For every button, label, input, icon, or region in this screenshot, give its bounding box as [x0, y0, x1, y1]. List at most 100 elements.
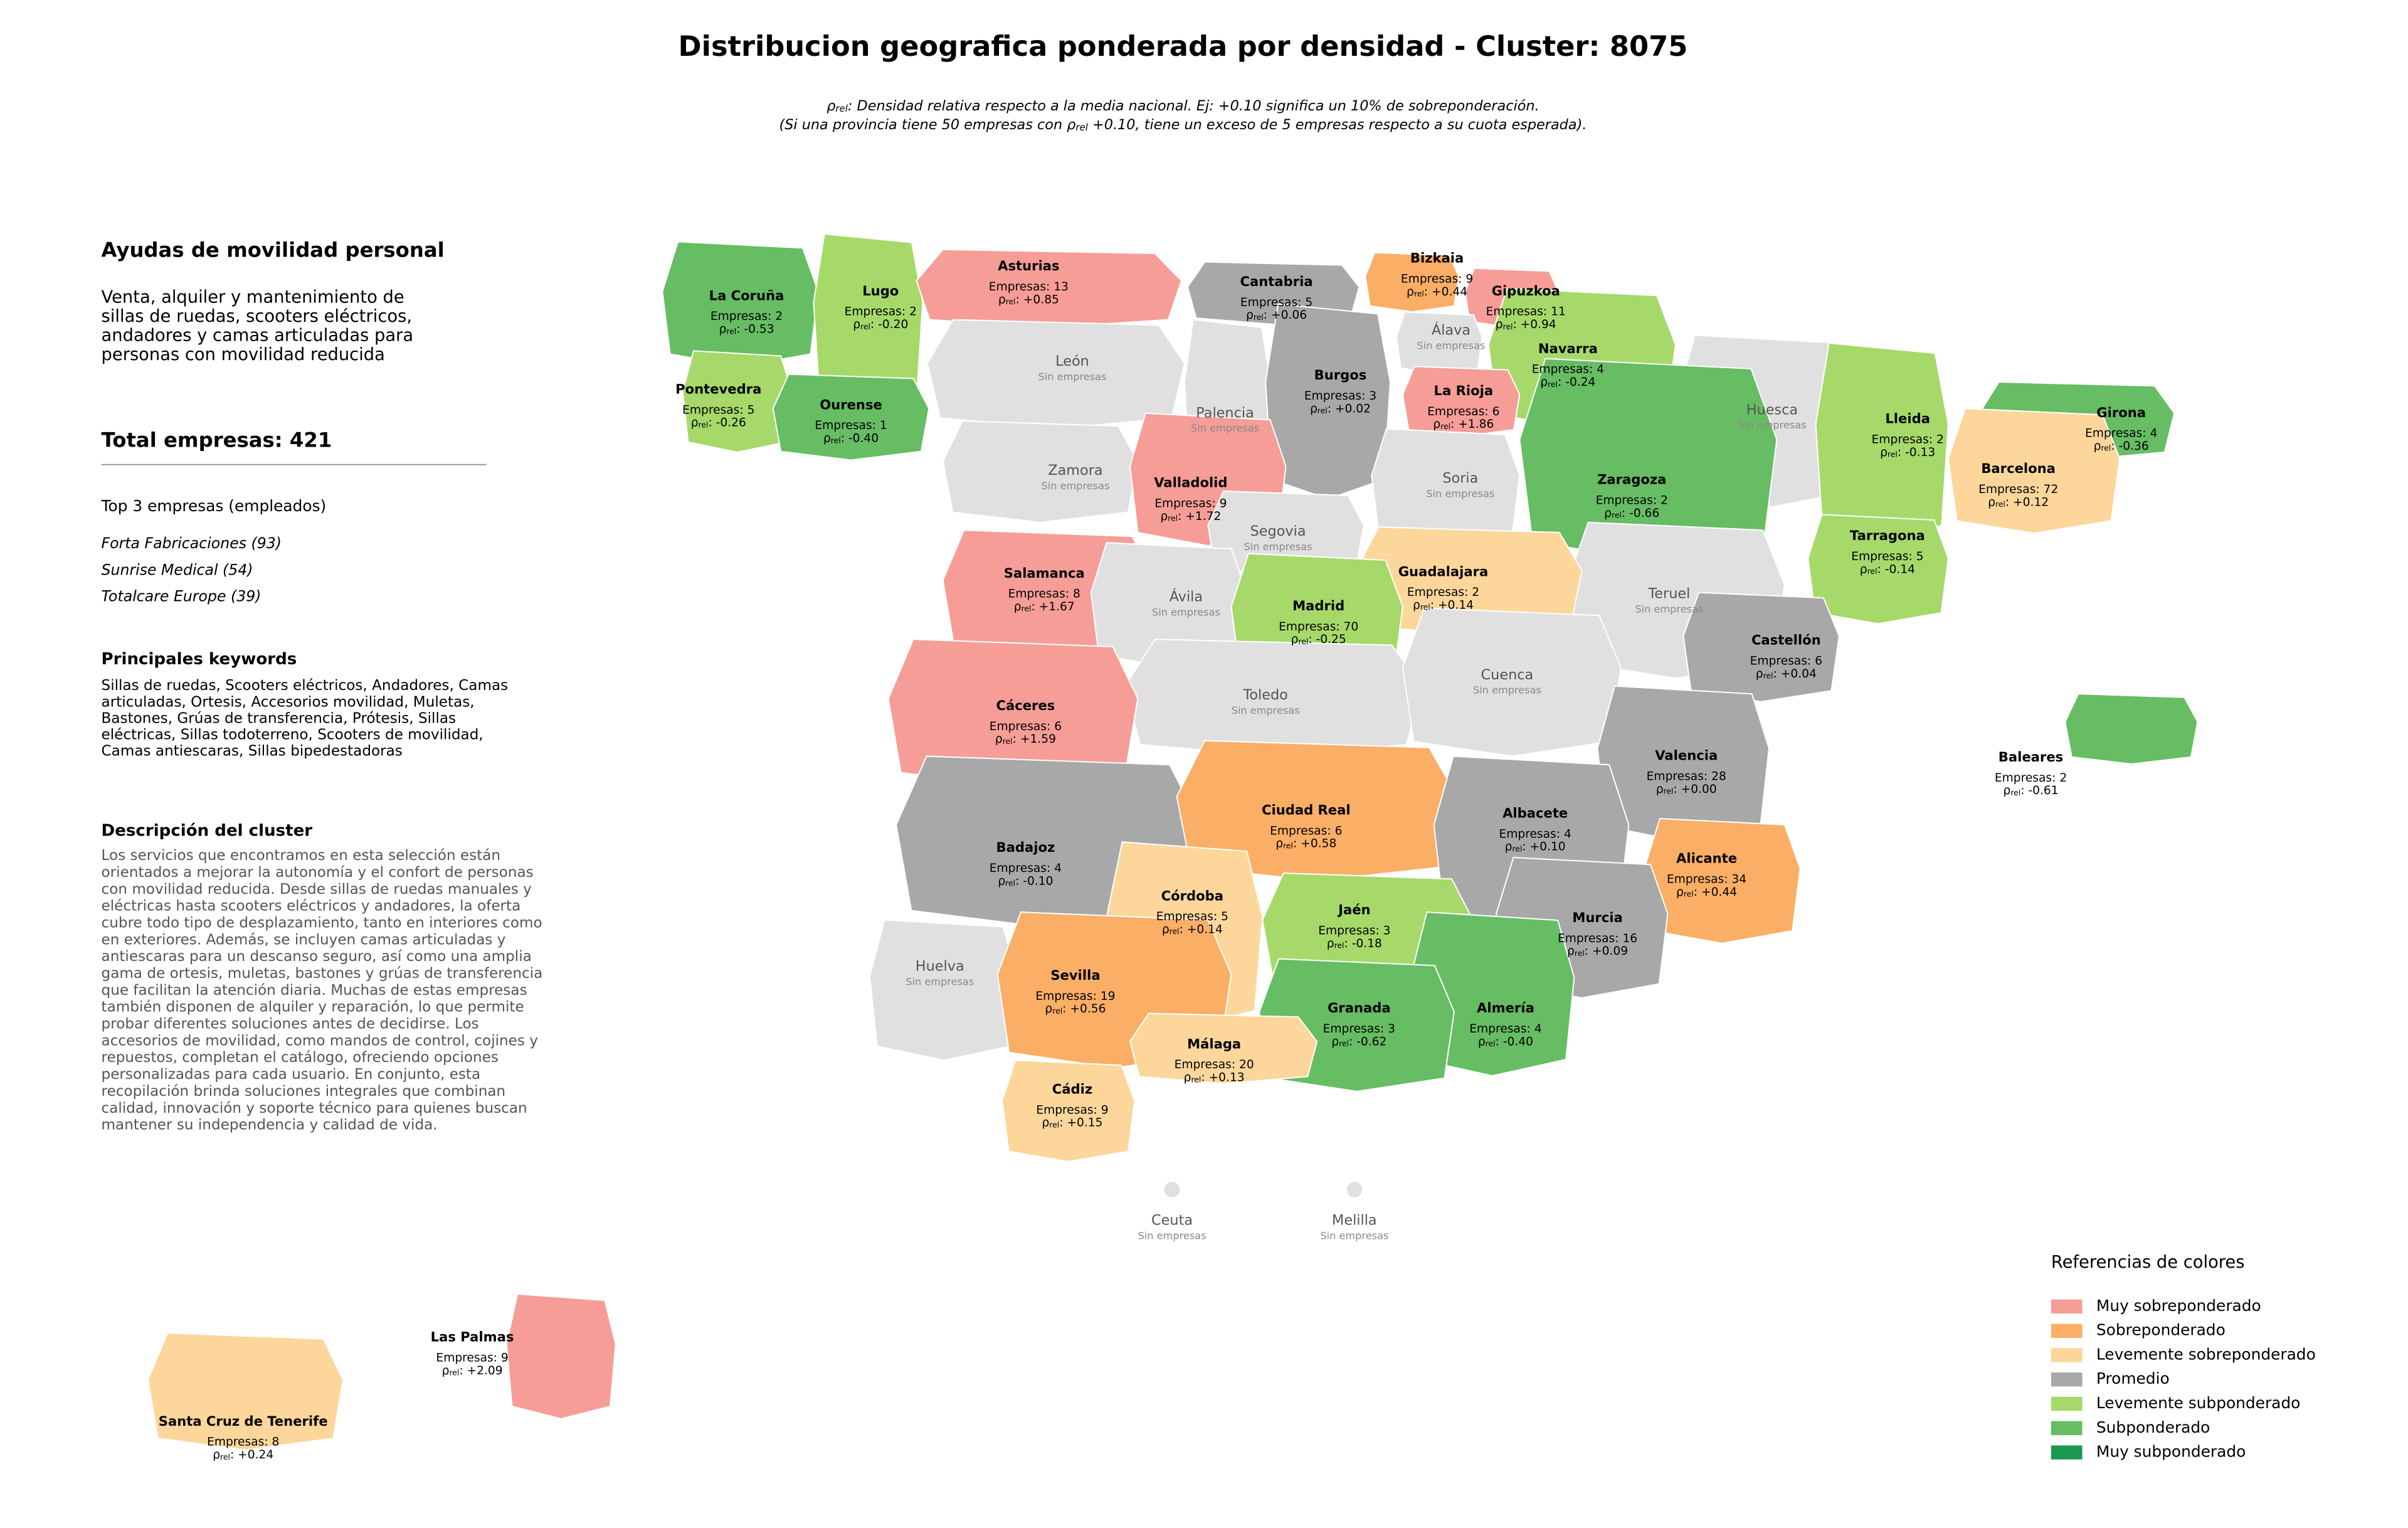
rho-sub: rel: [835, 103, 848, 114]
rho-sub: rel: [1867, 566, 1877, 576]
province-name: Sevilla: [1050, 967, 1100, 983]
province-name: Santa Cruz de Tenerife: [159, 1413, 328, 1429]
rho-sep: :: [1015, 874, 1023, 888]
rho-value: -0.36: [2119, 439, 2149, 452]
province-rho: ρrel: +0.00: [1656, 782, 1717, 795]
province: [1365, 252, 1460, 313]
province: [869, 919, 1019, 1061]
rho-value: +0.85: [1023, 293, 1059, 306]
rho-sub: rel: [1003, 736, 1013, 745]
province-status: Sin empresas: [1417, 339, 1485, 351]
rho-value: +0.94: [1521, 318, 1556, 331]
province-name: Asturias: [998, 258, 1059, 273]
rho-value: +1.86: [1458, 418, 1494, 431]
province-rho: ρrel: -0.24: [1540, 376, 1595, 389]
province-rho: ρrel: +1.67: [1014, 600, 1075, 613]
rho-sep: :: [1522, 840, 1529, 853]
province-status: Sin empresas: [1191, 422, 1259, 434]
rho-value: +0.24: [238, 1448, 273, 1462]
province: [772, 373, 930, 461]
province-status: Sin empresas: [1635, 603, 1703, 615]
rho-sub: rel: [1612, 510, 1622, 519]
rho-value: -0.66: [1629, 506, 1659, 519]
province-name: Ceuta: [1151, 1212, 1193, 1229]
legend-label: Sobreponderado: [2096, 1321, 2226, 1339]
rho: ρ: [1413, 598, 1420, 612]
legend-swatch: [2051, 1396, 2083, 1411]
description-line: antiescaras para un descanso seguro, así…: [102, 948, 532, 965]
description-line: orientados a mejorar la autonomía y el c…: [102, 864, 534, 881]
province-count: Empresas: 34: [1667, 873, 1746, 886]
rho-value: +0.56: [1070, 1002, 1106, 1016]
rho-sep: :: [1293, 837, 1301, 850]
province-name: Badajoz: [996, 839, 1055, 855]
province: [942, 420, 1139, 523]
rho-sep: :: [1344, 936, 1352, 950]
province: [1346, 1182, 1363, 1197]
legend-label: Levemente subponderado: [2096, 1394, 2300, 1412]
summary-line: personas con movilidad reducida: [102, 345, 385, 364]
rho-value: -0.13: [1905, 445, 1935, 459]
top-company: Totalcare Europe (39): [102, 588, 261, 605]
province: [1265, 303, 1391, 500]
keywords-heading: Principales keywords: [102, 650, 297, 669]
rho-sep: :: [1349, 1035, 1356, 1048]
rho: ρ: [1567, 945, 1575, 958]
province-name: Jaén: [1337, 902, 1370, 918]
province-name: Soria: [1442, 470, 1478, 487]
province-rho: ρrel: -0.13: [1880, 445, 1935, 459]
rho-sep: :: [1062, 1002, 1070, 1016]
rho: ρ: [1275, 837, 1283, 850]
rho: ρ: [442, 1364, 450, 1377]
subtitle-text: (Si una provincia tiene 50 empresas con: [779, 116, 1067, 132]
rho-sep: :: [841, 432, 848, 445]
keywords-line: Sillas de ruedas, Scooters eléctricos, A…: [102, 677, 509, 694]
rho-sub: rel: [1503, 321, 1513, 331]
province-name: Burgos: [1314, 367, 1367, 383]
rho-sep: :: [1016, 293, 1023, 306]
description-line: cubre todo tipo de desplazamiento, tanto…: [102, 915, 542, 931]
province-count: Empresas: 1: [815, 419, 887, 432]
province-status: Sin empresas: [1244, 541, 1312, 553]
province-name: Ourense: [820, 396, 882, 412]
province-name: Cuenca: [1481, 667, 1534, 683]
legend-label: Levemente sobreponderado: [2096, 1345, 2316, 1363]
rho-sub: rel: [1283, 841, 1293, 850]
province-count: Empresas: 4: [990, 862, 1062, 875]
rho-value: -0.14: [1885, 563, 1915, 576]
province-rho: ρrel: -0.62: [1331, 1035, 1386, 1048]
rho-sub: rel: [1298, 636, 1308, 645]
rho-sep: :: [1513, 318, 1520, 331]
province-name: Ávila: [1170, 588, 1203, 605]
rho: ρ: [1042, 1116, 1049, 1129]
province-rho: ρrel: -0.40: [823, 432, 879, 445]
province: [147, 1332, 344, 1451]
rho-value: +0.58: [1301, 837, 1336, 850]
summary-line: sillas de ruedas, scooters eléctricos,: [102, 307, 412, 326]
province-rho: ρrel: -0.10: [998, 874, 1053, 888]
rho-sub: rel: [1191, 1074, 1201, 1084]
rho-sub: rel: [1052, 1005, 1062, 1015]
rho-sep: :: [1180, 923, 1187, 936]
rho-value: +1.59: [1020, 733, 1056, 746]
rho: ρ: [1540, 376, 1548, 389]
rho: ρ: [1880, 445, 1888, 459]
rho-value: -0.10: [1023, 874, 1053, 888]
rho: ρ: [998, 874, 1005, 888]
province: [1807, 514, 1949, 625]
rho-sep: :: [708, 416, 716, 429]
rho-sub: rel: [699, 420, 709, 429]
province-count: Empresas: 11: [1486, 305, 1566, 319]
rho-sub: rel: [1049, 1120, 1059, 1129]
rho: ρ: [1756, 667, 1763, 680]
rho-value: +0.13: [1209, 1071, 1245, 1084]
province-rho: ρrel: +0.58: [1275, 837, 1336, 850]
description-line: probar diferentes soluciones antes de de…: [102, 1016, 479, 1032]
province-name: Valladolid: [1154, 475, 1227, 491]
side-panel: Ayudas de movilidad personal Total empre…: [101, 238, 543, 1133]
province-name: Teruel: [1647, 586, 1690, 602]
province: [1176, 740, 1458, 882]
rho: ρ: [1656, 782, 1664, 795]
rho-value: -0.25: [1316, 633, 1346, 646]
